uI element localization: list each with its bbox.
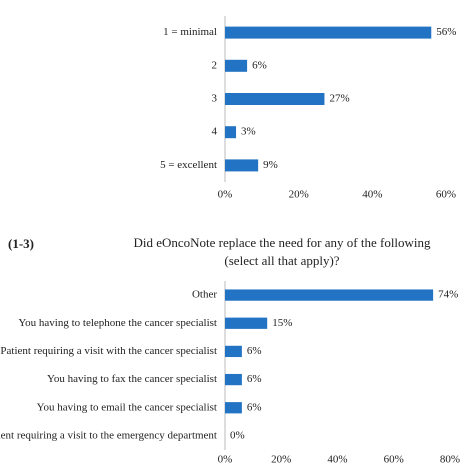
- x-tick-label: 20%: [289, 189, 309, 201]
- value-label: 0%: [230, 429, 245, 441]
- x-tick-label: 20%: [271, 454, 291, 466]
- y-tick-label: Patient requiring a visit to the emergen…: [0, 429, 217, 441]
- y-tick-label: Other: [192, 289, 217, 301]
- value-label: 6%: [252, 59, 267, 71]
- x-tick-label: 0%: [218, 454, 233, 466]
- bar: [225, 402, 242, 414]
- y-tick-label: Patient requiring a visit with the cance…: [0, 345, 217, 357]
- bar: [225, 345, 242, 358]
- bar: [225, 159, 259, 172]
- value-label: 74%: [438, 289, 458, 301]
- y-tick-label: 2: [212, 59, 218, 71]
- value-label: 3%: [241, 126, 256, 138]
- value-label: 56%: [436, 26, 456, 38]
- y-tick-label: You having to telephone the cancer speci…: [18, 317, 217, 329]
- x-tick-label: 40%: [327, 454, 347, 466]
- x-tick-label: 40%: [362, 189, 382, 201]
- y-tick-label: 5 = excellent: [160, 159, 217, 171]
- x-tick-label: 80%: [440, 454, 460, 466]
- value-label: 6%: [247, 345, 262, 357]
- bar: [225, 126, 237, 139]
- y-tick-label: You having to fax the cancer specialist: [47, 373, 217, 385]
- y-tick-label: You having to email the cancer specialis…: [37, 401, 217, 413]
- bar: [225, 59, 248, 72]
- value-label: 27%: [329, 93, 349, 105]
- value-label: 15%: [272, 317, 292, 329]
- bar: [225, 93, 325, 105]
- y-tick-label: 3: [212, 93, 218, 105]
- x-tick-label: 60%: [384, 454, 404, 466]
- chart-title: (select all that apply)?: [224, 253, 339, 268]
- x-tick-label: 0%: [218, 189, 233, 201]
- y-tick-label: 4: [212, 126, 218, 138]
- y-tick-label: 1 = minimal: [163, 26, 217, 38]
- value-label: 6%: [247, 373, 262, 385]
- value-label: 9%: [263, 159, 278, 171]
- chart-title: Did eOncoNote replace the need for any o…: [133, 235, 431, 250]
- bar: [225, 373, 242, 386]
- x-tick-label: 60%: [436, 189, 456, 201]
- bar: [225, 317, 268, 329]
- panel-label: (1-3): [8, 236, 34, 251]
- value-label: 6%: [247, 401, 262, 413]
- bar: [225, 289, 434, 301]
- bar: [225, 26, 432, 39]
